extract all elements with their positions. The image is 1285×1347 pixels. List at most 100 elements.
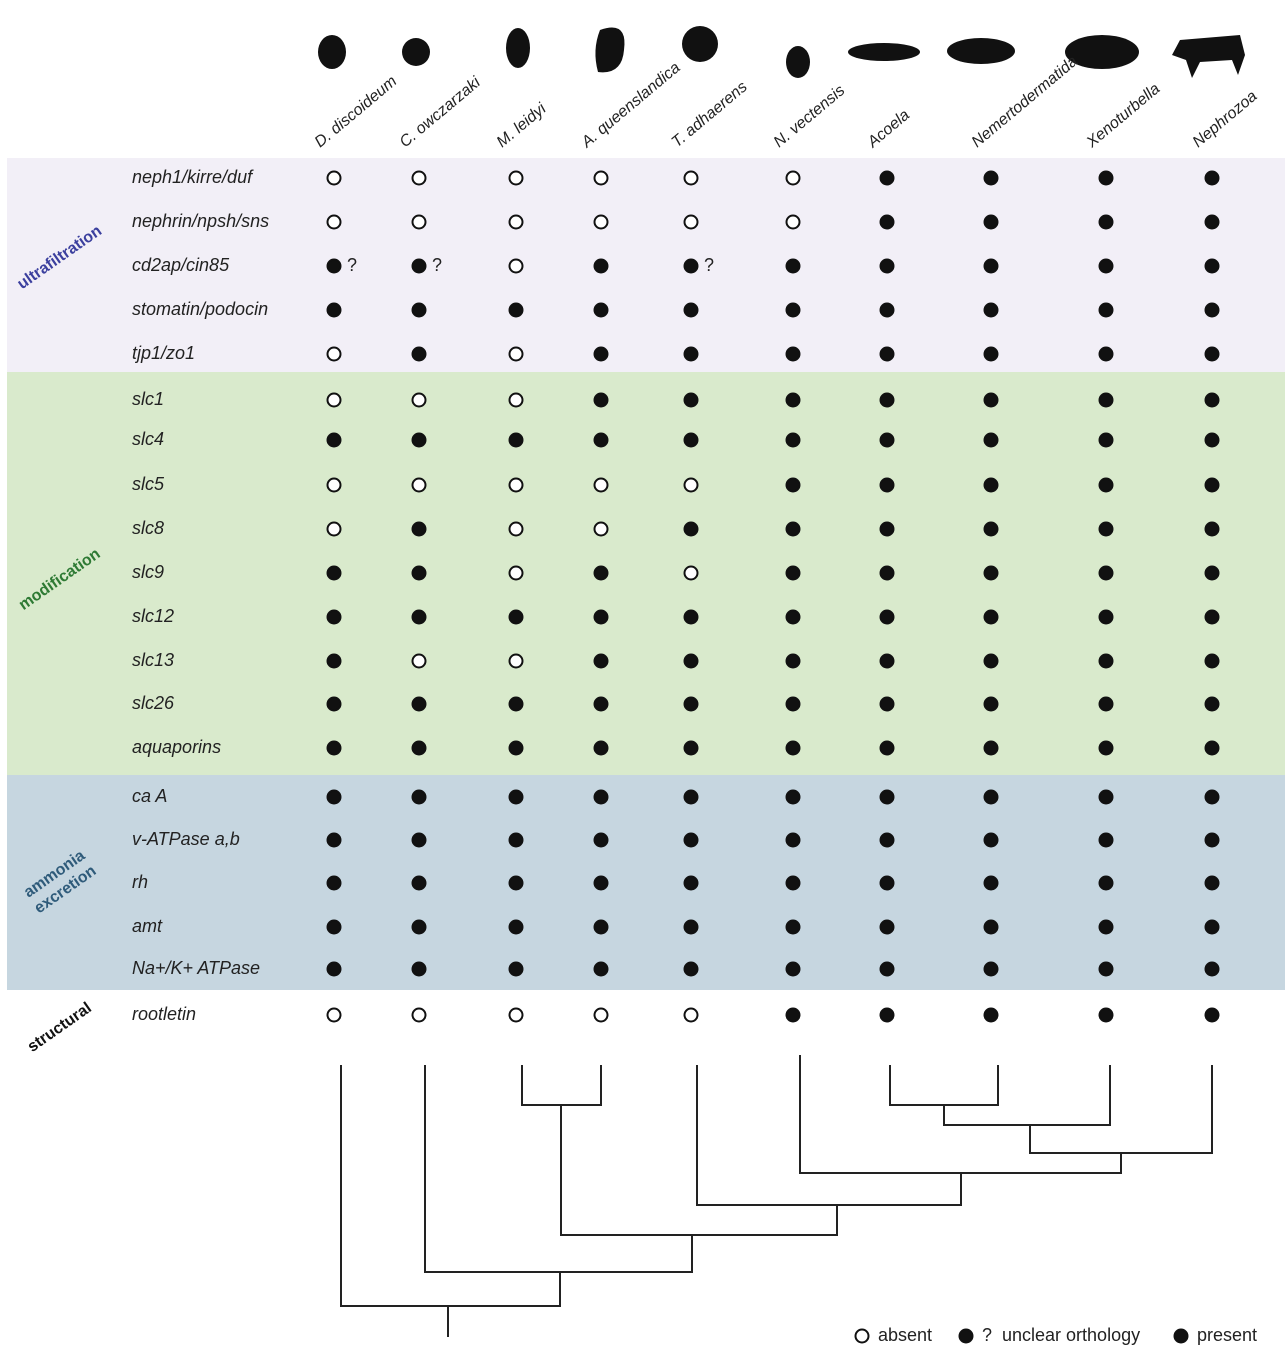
presence-marker [983,919,999,935]
presence-marker [508,919,524,935]
species-label: M. leidyi [494,100,550,151]
presence-marker [593,609,609,625]
presence-marker [879,609,895,625]
gene-label: tjp1/zo1 [132,343,195,363]
presence-marker [983,258,999,274]
presence-marker [326,653,342,669]
presence-marker [508,432,524,448]
presence-marker [508,521,524,537]
presence-marker [879,696,895,712]
presence-marker [1204,258,1220,274]
presence-marker [593,1007,609,1023]
presence-marker [1204,789,1220,805]
presence-marker [879,919,895,935]
presence-marker [326,609,342,625]
presence-marker [508,170,524,186]
presence-marker [508,653,524,669]
presence-marker [593,565,609,581]
presence-marker [1204,653,1220,669]
unclear-mark: ? [432,255,442,275]
presence-marker [326,477,342,493]
gene-label: nephrin/npsh/sns [132,211,269,231]
presence-marker [785,477,801,493]
gene-label: rh [132,872,148,892]
presence-marker [785,919,801,935]
presence-marker [508,875,524,891]
presence-marker [593,392,609,408]
presence-marker [683,919,699,935]
presence-marker [1098,696,1114,712]
legend-label: absent [878,1325,932,1345]
presence-marker [1204,696,1220,712]
group-band [7,372,1285,775]
presence-marker [1098,653,1114,669]
presence-marker [508,346,524,362]
presence-marker [983,961,999,977]
presence-marker [593,832,609,848]
presence-marker [326,832,342,848]
presence-marker [593,919,609,935]
presence-marker [1098,258,1114,274]
presence-marker [326,170,342,186]
unclear-mark: ? [347,255,357,275]
presence-marker [1098,346,1114,362]
gene-label: slc13 [132,650,174,670]
presence-marker [326,875,342,891]
species-label: T. adhaerens [669,78,751,151]
gene-label: slc4 [132,429,164,449]
presence-marker [983,392,999,408]
presence-marker [1098,565,1114,581]
presence-marker [785,170,801,186]
presence-marker [879,346,895,362]
gene-label: ca A [132,786,167,806]
presence-marker [683,832,699,848]
presence-marker [1204,170,1220,186]
group-band [7,158,1285,372]
presence-marker [1098,1007,1114,1023]
presence-marker [879,521,895,537]
presence-marker [1204,1007,1220,1023]
silhouettes [318,26,1245,78]
presence-marker [593,432,609,448]
presence-marker [508,609,524,625]
presence-marker [785,609,801,625]
species-label: Acoela [864,107,913,152]
presence-marker [411,521,427,537]
presence-marker [1098,609,1114,625]
gene-label: Na+/K+ ATPase [132,958,260,978]
presence-marker [1098,961,1114,977]
presence-marker [983,521,999,537]
presence-marker [326,258,342,274]
presence-marker [683,789,699,805]
presence-marker [411,302,427,318]
presence-marker [879,477,895,493]
gene-label: stomatin/podocin [132,299,268,319]
species-label: Nemertodermatida [969,53,1082,151]
presence-marker [1204,214,1220,230]
presence-marker [326,789,342,805]
legend-marker [958,1328,974,1344]
presence-marker [508,302,524,318]
presence-marker [411,214,427,230]
species-label: Nephrozoa [1190,88,1261,151]
presence-marker [785,740,801,756]
presence-marker [593,521,609,537]
group-band [7,775,1285,990]
presence-marker [683,346,699,362]
presence-marker [508,565,524,581]
gene-label: aquaporins [132,737,221,757]
presence-marker [411,789,427,805]
presence-marker [983,740,999,756]
presence-marker [785,653,801,669]
presence-marker [1098,740,1114,756]
presence-marker [683,740,699,756]
presence-marker [508,392,524,408]
presence-marker [593,875,609,891]
presence-marker [879,832,895,848]
presence-marker [683,432,699,448]
presence-marker [508,789,524,805]
presence-marker [785,214,801,230]
presence-marker [508,1007,524,1023]
presence-marker [593,258,609,274]
presence-marker [508,740,524,756]
